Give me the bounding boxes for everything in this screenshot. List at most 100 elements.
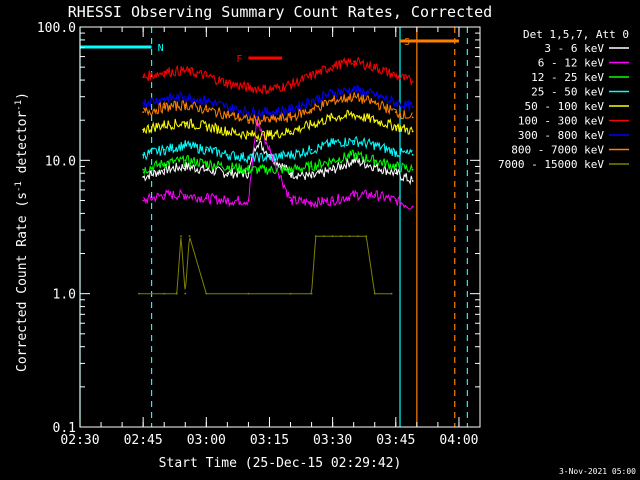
data-point xyxy=(310,99,313,102)
data-point xyxy=(180,235,182,238)
data-point xyxy=(268,148,271,151)
data-point xyxy=(390,292,393,295)
data-point xyxy=(142,128,145,131)
series-line xyxy=(142,119,413,210)
data-point xyxy=(205,148,208,151)
data-point xyxy=(289,83,292,86)
x-tick-label: 02:30 xyxy=(60,433,99,448)
data-point xyxy=(310,148,313,151)
data-point xyxy=(184,104,187,106)
legend-label: 100 - 300 keV xyxy=(518,115,604,128)
annotation-label: F xyxy=(236,54,242,65)
plot-frame xyxy=(79,26,481,428)
data-point xyxy=(163,148,166,151)
data-point xyxy=(205,99,208,102)
data-point xyxy=(373,119,376,122)
data-point xyxy=(184,69,187,72)
data-point xyxy=(188,235,191,238)
data-point xyxy=(184,165,187,168)
data-series xyxy=(138,56,414,295)
series-line xyxy=(142,56,413,95)
footer-timestamp: 3-Nov-2021 05:00 xyxy=(559,467,636,476)
data-point xyxy=(373,144,376,147)
axes: 02:30 02:45 03:00 03:15 03:30 03:45 04:00 0.1 1.… xyxy=(37,21,481,448)
annotation-label: S xyxy=(404,37,410,48)
data-point xyxy=(163,106,166,109)
data-point xyxy=(268,156,271,159)
data-point xyxy=(331,168,334,171)
data-point xyxy=(142,168,145,171)
x-tick-label: 03:30 xyxy=(313,433,352,448)
data-point xyxy=(205,125,208,128)
data-point xyxy=(310,176,313,178)
legend-title: Det 1,5,7, Att 0 xyxy=(523,28,629,41)
data-point xyxy=(373,159,376,162)
x-tick-label: 03:00 xyxy=(187,433,226,448)
data-point xyxy=(310,108,313,111)
data-point xyxy=(331,142,334,144)
data-point xyxy=(411,130,414,133)
data-point xyxy=(247,86,250,89)
data-point xyxy=(289,199,292,202)
data-point xyxy=(268,153,271,156)
data-point xyxy=(373,93,376,96)
y-axis-label-part: ) xyxy=(15,92,30,100)
data-point xyxy=(331,65,334,67)
data-point xyxy=(247,292,250,295)
data-point xyxy=(226,106,229,109)
data-point xyxy=(163,168,166,171)
y-axis-label: Corrected Count Rate (s-1 detector-1) xyxy=(14,92,30,372)
data-point xyxy=(289,292,292,295)
y-axis-label-superscript: -1 xyxy=(14,100,24,111)
data-point xyxy=(247,168,250,171)
data-point xyxy=(163,97,166,100)
data-point xyxy=(373,292,376,295)
series-group xyxy=(142,83,414,118)
data-point xyxy=(394,199,397,202)
data-point xyxy=(310,123,313,126)
data-point xyxy=(226,199,229,202)
data-point xyxy=(268,119,271,122)
data-point xyxy=(268,168,271,171)
data-point xyxy=(411,205,414,208)
data-point xyxy=(163,162,166,165)
legend-label: 6 - 12 keV xyxy=(538,57,605,70)
data-point xyxy=(163,194,166,196)
data-point xyxy=(365,235,368,238)
y-axis-label-part: detector xyxy=(15,111,30,182)
data-point xyxy=(163,123,166,126)
data-point xyxy=(205,168,208,171)
data-point xyxy=(352,60,355,63)
data-point xyxy=(373,101,376,104)
y-tick-label: 10.0 xyxy=(45,154,76,169)
data-point xyxy=(310,201,313,204)
series-line xyxy=(142,140,413,186)
data-point xyxy=(268,111,271,114)
data-point xyxy=(356,235,359,238)
data-point xyxy=(226,172,229,175)
data-point xyxy=(226,113,229,116)
series-group xyxy=(142,119,414,210)
data-point xyxy=(411,153,414,156)
data-point xyxy=(352,153,355,156)
data-point xyxy=(314,235,317,238)
data-point xyxy=(184,95,187,98)
data-point xyxy=(142,101,145,104)
data-point xyxy=(142,111,145,114)
legend-label: 7000 - 15000 keV xyxy=(498,158,604,171)
data-point xyxy=(142,176,145,178)
series-group xyxy=(142,109,414,141)
y-axis-label-part: Corrected Count Rate (s xyxy=(15,192,30,372)
data-point xyxy=(255,139,258,142)
data-point xyxy=(340,235,342,238)
data-point xyxy=(289,116,292,119)
data-point xyxy=(247,134,250,136)
legend-label: 3 - 6 keV xyxy=(544,42,604,55)
x-tick-label: 02:45 xyxy=(124,433,163,448)
data-point xyxy=(289,130,292,133)
data-point xyxy=(205,162,208,165)
data-point xyxy=(310,292,313,295)
data-point xyxy=(184,292,187,295)
data-point xyxy=(352,113,355,116)
